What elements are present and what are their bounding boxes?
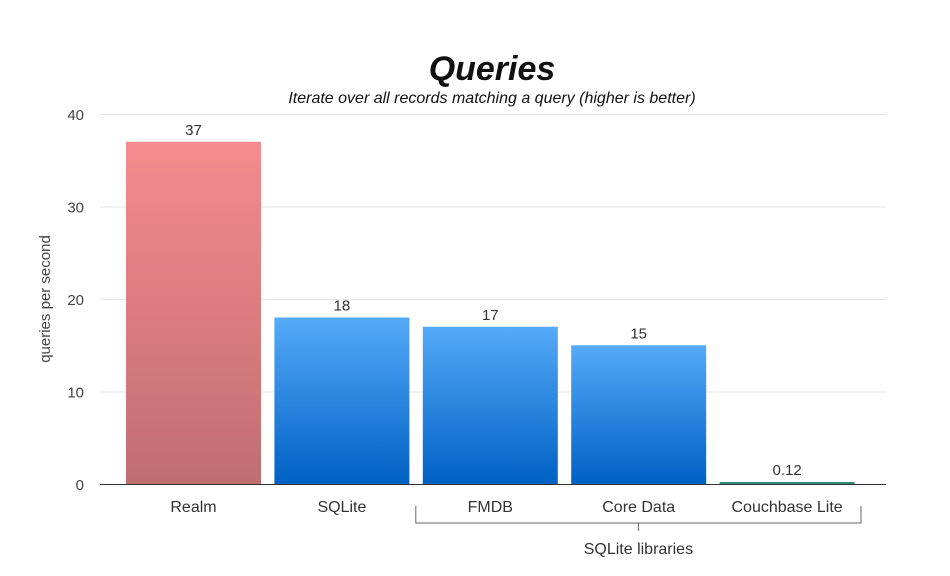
y-tick-label: 40 — [67, 107, 84, 124]
category-label: FMDB — [468, 499, 513, 516]
category-label: Core Data — [602, 499, 675, 516]
sqlite-libraries-bracket: SQLite libraries — [415, 506, 862, 558]
y-tick-label: 20 — [67, 292, 84, 309]
y-tick-label: 30 — [67, 200, 84, 217]
bars — [126, 141, 855, 484]
bar-fmdb — [422, 326, 558, 484]
bar-core-data — [571, 345, 707, 484]
group-label: SQLite libraries — [584, 541, 693, 558]
y-tick-label: 0 — [76, 477, 84, 494]
category-label: SQLite — [317, 499, 366, 516]
category-labels: Realm SQLite FMDB Core Data Couchbase Lite — [170, 499, 842, 516]
value-label: 18 — [334, 298, 351, 315]
y-tick-label: 10 — [67, 385, 84, 402]
chart-title: Queries — [429, 50, 556, 88]
y-axis-label: queries per second — [37, 235, 54, 363]
value-label: 17 — [482, 307, 499, 324]
bar-sqlite — [274, 317, 410, 484]
bar-couchbase-lite — [719, 482, 855, 484]
value-label: 37 — [185, 122, 202, 139]
category-label: Realm — [170, 499, 216, 516]
value-labels: 37 18 17 15 0.12 — [185, 122, 802, 479]
value-label: 15 — [630, 325, 647, 342]
category-label: Couchbase Lite — [732, 499, 843, 516]
chart-subtitle: Iterate over all records matching a quer… — [288, 90, 695, 107]
bar-realm — [126, 141, 261, 484]
value-label: 0.12 — [772, 462, 801, 479]
y-axis-ticks: 0 10 20 30 40 — [67, 107, 84, 494]
